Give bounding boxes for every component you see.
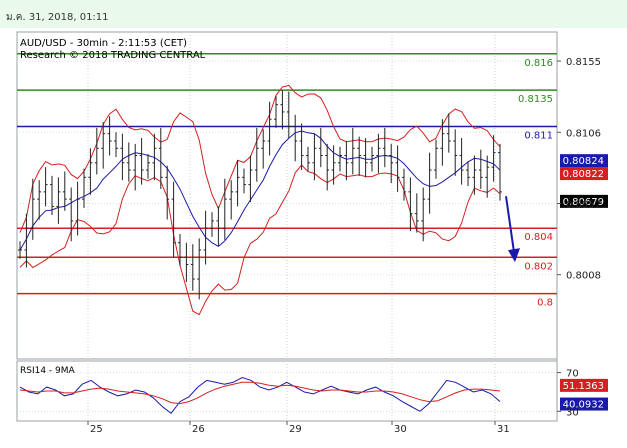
chart-title: AUD/USD - 30min - 2:11:53 (CET) bbox=[20, 38, 187, 49]
bollinger-bands bbox=[19, 84, 501, 316]
x-tick-label: 30 bbox=[394, 424, 407, 435]
forecast-arrow-head bbox=[508, 248, 520, 263]
rsi-series-line bbox=[19, 376, 501, 415]
level-label: 0.816 bbox=[524, 58, 553, 69]
rsi-grid bbox=[17, 361, 557, 421]
forecast-arrow bbox=[505, 196, 520, 263]
price-marker-label: 0.80824 bbox=[563, 156, 604, 167]
price-markers: 0.80824 0.80822 0.80679 51.1363 40.0932 bbox=[560, 154, 608, 411]
price-marker-box bbox=[560, 194, 608, 208]
band-middle bbox=[19, 130, 501, 251]
price-marker-box bbox=[560, 167, 608, 181]
level-label: 0.802 bbox=[524, 261, 553, 272]
y-tick-label: 0.8106 bbox=[566, 128, 601, 139]
band-lower bbox=[19, 164, 501, 316]
x-axis-ticks: 25 26 29 30 31 bbox=[87, 421, 510, 435]
chart-subtitle: Research © 2018 TRADING CENTRAL bbox=[20, 50, 206, 61]
forecast-arrow-shaft bbox=[505, 196, 515, 253]
rsi-tick-label: 70 bbox=[566, 369, 579, 380]
x-tick-label: 29 bbox=[289, 424, 302, 435]
main-grid bbox=[17, 32, 557, 359]
rsi-marker-label: 51.1363 bbox=[563, 381, 604, 392]
y-tick-label: 0.8008 bbox=[566, 271, 601, 282]
datetime-label: ม.ค. 31, 2018, 01:11 bbox=[6, 12, 109, 23]
date-bar: ม.ค. 31, 2018, 01:11 bbox=[0, 0, 627, 28]
y-tick-label: 0.8155 bbox=[566, 57, 601, 68]
x-tick-label: 31 bbox=[497, 424, 510, 435]
rsi-series-line bbox=[19, 381, 501, 405]
price-bars bbox=[18, 90, 502, 300]
rsi-marker-label: 40.0932 bbox=[563, 400, 604, 411]
rsi-marker-box bbox=[560, 397, 608, 411]
level-label: 0.8 bbox=[537, 298, 553, 309]
price-marker-label: 0.80822 bbox=[563, 169, 604, 180]
y-tick-label: 0.8057 bbox=[566, 199, 601, 210]
rsi-tick-label: 30 bbox=[566, 407, 579, 418]
y-axis-ticks: 0.8155 0.8106 0.8057 0.8008 70 30 bbox=[557, 57, 601, 418]
x-tick-label: 25 bbox=[90, 424, 103, 435]
rsi-lines bbox=[19, 376, 501, 415]
main-plot-area bbox=[16, 31, 558, 360]
level-label: 0.8135 bbox=[518, 94, 553, 105]
price-marker-box bbox=[560, 154, 608, 168]
price-marker-label: 0.80679 bbox=[563, 197, 604, 208]
band-upper bbox=[19, 84, 501, 233]
rsi-title: RSI14 - 9MA bbox=[20, 366, 76, 376]
support-resistance-levels: 0.816 0.8135 0.811 0.804 0.802 0.8 bbox=[17, 53, 557, 309]
rsi-marker-box bbox=[560, 378, 608, 392]
level-label: 0.804 bbox=[524, 232, 553, 243]
x-tick-label: 26 bbox=[192, 424, 205, 435]
level-label: 0.811 bbox=[524, 130, 553, 141]
